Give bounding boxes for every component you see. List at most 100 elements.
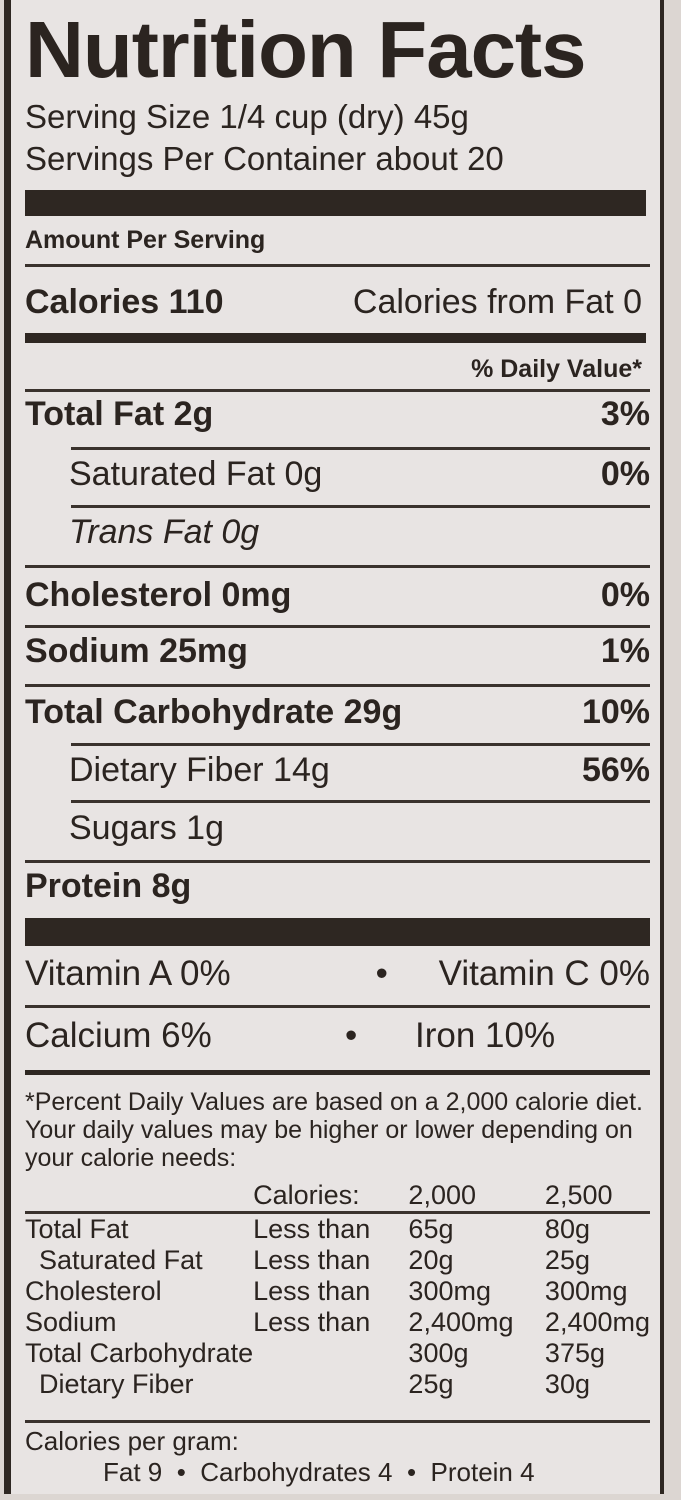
- divider-thick: [25, 918, 650, 946]
- table-cell: [25, 1180, 253, 1213]
- table-cell: 20g: [408, 1245, 454, 1275]
- table-cell: Calories:: [253, 1180, 360, 1210]
- table-row: Sodium Less than 2,400mg 2,400mg: [25, 1307, 650, 1338]
- calories-per-gram-values: Fat 9 • Carbohydrates 4 • Protein 4: [103, 1458, 650, 1486]
- bullet: •: [176, 1457, 186, 1487]
- mineral-row: Calcium 6% • Iron 10%: [25, 1014, 650, 1058]
- calories: Calories 110: [25, 283, 224, 321]
- fat-per-gram: Fat 9: [103, 1457, 163, 1487]
- table-cell: Total Fat: [25, 1214, 129, 1244]
- nutrient-label: Sodium 25mg: [25, 632, 248, 670]
- divider: [71, 743, 650, 746]
- iron: Iron 10%: [415, 1016, 556, 1055]
- vitamin-c: Vitamin C 0%: [438, 954, 650, 993]
- calcium: Calcium 6%: [25, 1016, 212, 1055]
- table-cell: 2,400mg: [544, 1307, 650, 1337]
- divider: [25, 565, 650, 568]
- nutrient-label: Total Carbohydrate 29g: [25, 693, 403, 731]
- daily-value-header: % Daily Value*: [471, 355, 642, 383]
- nutrient-row-sugars: Sugars 1g: [25, 806, 650, 850]
- nutrient-dv: 1%: [600, 632, 650, 670]
- divider: [71, 800, 650, 803]
- table-cell: Total Carbohydrate: [25, 1338, 254, 1368]
- table-cell: [253, 1369, 408, 1400]
- divider: [25, 264, 650, 267]
- nutrient-label: Dietary Fiber 14g: [69, 751, 330, 789]
- nutrient-label: Saturated Fat 0g: [69, 455, 323, 493]
- table-cell: Less than: [253, 1276, 371, 1306]
- nutrient-row-trans-fat: Trans Fat 0g: [25, 510, 650, 554]
- label-title: Nutrition Facts: [25, 5, 586, 94]
- nutrient-dv: 0%: [600, 455, 650, 493]
- table-row: Saturated Fat Less than 20g 25g: [25, 1245, 650, 1276]
- table-cell: 2,400mg: [408, 1307, 514, 1337]
- divider: [25, 389, 650, 392]
- table-cell: Less than: [253, 1245, 371, 1275]
- nutrient-label: Protein 8g: [25, 867, 192, 905]
- table-cell: 25g: [544, 1245, 590, 1275]
- table-cell: 25g: [408, 1369, 454, 1399]
- nutrient-row-total-carbohydrate: Total Carbohydrate 29g 10%: [25, 690, 650, 734]
- table-cell: Less than: [253, 1307, 371, 1337]
- nutrient-row-protein: Protein 8g: [25, 864, 650, 908]
- daily-values-table: Calories: 2,000 2,500 Total Fat Less than…: [25, 1180, 650, 1400]
- nutrient-label: Total Fat 2g: [25, 395, 214, 433]
- divider: [25, 1005, 650, 1008]
- bullet: •: [375, 954, 388, 993]
- table-cell: Cholesterol: [25, 1276, 162, 1306]
- nutrient-dv: 56%: [581, 751, 650, 789]
- nutrient-label: Cholesterol 0mg: [25, 576, 292, 614]
- carbs-per-gram: Carbohydrates 4: [200, 1457, 393, 1487]
- table-cell: [253, 1338, 408, 1369]
- nutrient-row-saturated-fat: Saturated Fat 0g 0%: [25, 452, 650, 496]
- nutrient-label: Sugars 1g: [69, 809, 224, 847]
- table-cell: Less than: [253, 1214, 371, 1244]
- nutrient-row-sodium: Sodium 25mg 1%: [25, 629, 650, 673]
- amount-per-serving: Amount Per Serving: [25, 226, 266, 254]
- divider: [25, 1420, 650, 1423]
- table-header: Calories: 2,000 2,500: [25, 1180, 650, 1213]
- table-cell: 30g: [544, 1369, 590, 1399]
- calories-row: Calories 110 Calories from Fat 0: [25, 280, 642, 324]
- table-cell: 375g: [544, 1338, 605, 1368]
- divider: [71, 447, 650, 450]
- table-cell: Sodium: [25, 1307, 117, 1337]
- nutrient-dv: 10%: [581, 693, 650, 731]
- divider: [25, 625, 650, 628]
- table-cell: 300g: [408, 1338, 469, 1368]
- nutrition-facts-label: Nutrition Facts Serving Size 1/4 cup (dr…: [4, 0, 664, 1494]
- table-cell: Saturated Fat: [39, 1245, 203, 1275]
- table-cell: 2,000: [408, 1180, 476, 1210]
- table-cell: 2,500: [544, 1180, 613, 1210]
- vitamin-a: Vitamin A 0%: [25, 954, 231, 993]
- divider: [25, 684, 650, 687]
- divider: [25, 860, 650, 863]
- servings-per-container: Servings Per Container about 20: [25, 140, 504, 177]
- serving-size: Serving Size 1/4 cup (dry) 45g: [25, 98, 469, 135]
- table-row: Total Carbohydrate 300g 375g: [25, 1338, 650, 1369]
- table-cell: 300mg: [544, 1276, 628, 1306]
- table-cell: 80g: [544, 1214, 590, 1244]
- nutrient-dv: 3%: [600, 395, 650, 433]
- table-row: Dietary Fiber 25g 30g: [25, 1369, 650, 1400]
- table-row: Total Fat Less than 65g 80g: [25, 1213, 650, 1246]
- nutrient-row-cholesterol: Cholesterol 0mg 0%: [25, 573, 650, 617]
- calories-from-fat: Calories from Fat 0: [352, 283, 642, 321]
- bullet: •: [406, 1457, 417, 1487]
- table-row: Cholesterol Less than 300mg 300mg: [25, 1276, 650, 1307]
- protein-per-gram: Protein 4: [430, 1457, 535, 1487]
- bullet: •: [345, 1016, 358, 1055]
- divider-medium: [25, 333, 646, 343]
- vitamin-row: Vitamin A 0% • Vitamin C 0%: [25, 952, 650, 996]
- nutrient-dv: 0%: [600, 576, 650, 614]
- divider: [25, 1070, 650, 1075]
- table-cell: 300mg: [408, 1276, 491, 1306]
- divider-thick: [25, 190, 646, 216]
- footnote: *Percent Daily Values are based on a 2,0…: [25, 1088, 643, 1172]
- calories-per-gram-label: Calories per gram:: [25, 1426, 239, 1456]
- table-cell: 65g: [408, 1214, 454, 1244]
- divider: [71, 505, 650, 508]
- table-cell: Dietary Fiber: [39, 1369, 194, 1399]
- nutrient-row-dietary-fiber: Dietary Fiber 14g 56%: [25, 748, 650, 792]
- nutrient-label: Trans Fat 0g: [69, 513, 260, 551]
